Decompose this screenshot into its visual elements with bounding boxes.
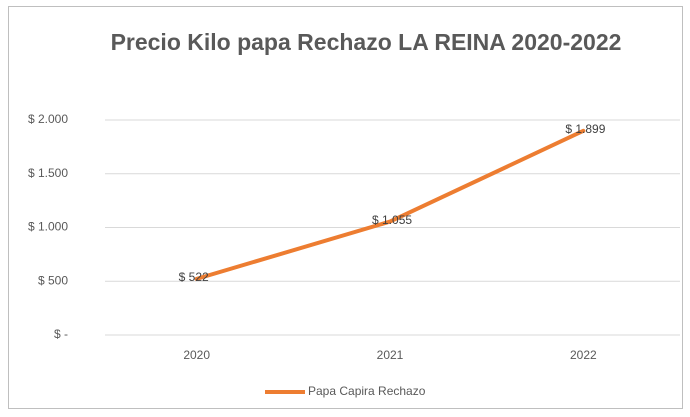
y-tick-label: $ 1.500	[28, 166, 68, 180]
y-tick-label: $ 500	[38, 273, 68, 287]
data-label: $ 1.899	[565, 122, 605, 136]
x-tick-label: 2020	[183, 348, 210, 362]
data-label: $ 522	[179, 270, 209, 284]
data-label: $ 1.055	[372, 213, 412, 227]
x-tick-label: 2021	[377, 348, 404, 362]
y-tick-label: $ -	[54, 327, 68, 341]
legend-label: Papa Capira Rechazo	[308, 384, 426, 398]
y-tick-label: $ 2.000	[28, 112, 68, 126]
chart-frame	[8, 6, 683, 409]
series-line	[194, 128, 586, 281]
chart-title: Precio Kilo papa Rechazo LA REINA 2020-2…	[110, 29, 622, 55]
x-tick-label: 2022	[570, 348, 597, 362]
y-tick-label: $ 1.000	[28, 220, 68, 234]
